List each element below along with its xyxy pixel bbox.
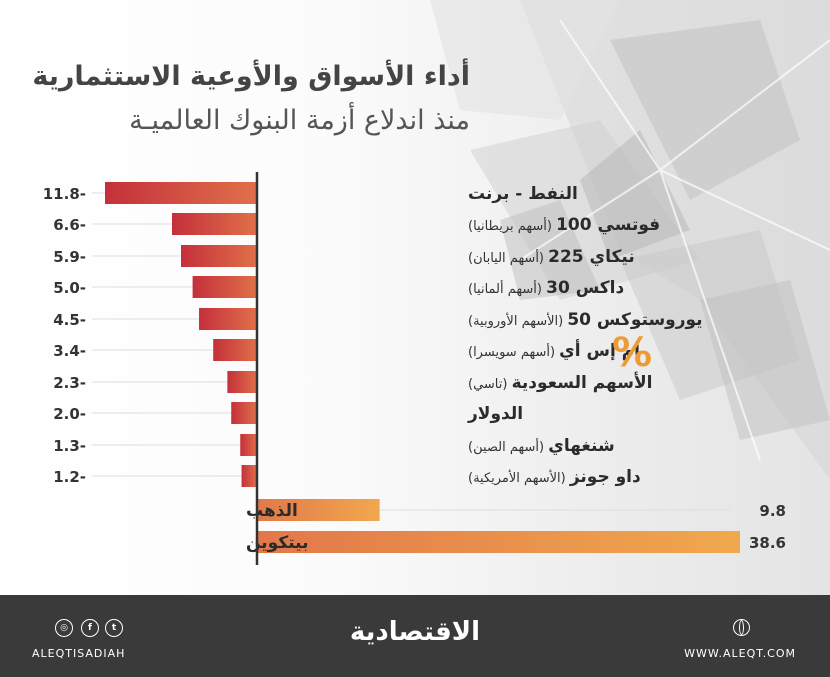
bar <box>257 531 740 553</box>
bar <box>105 182 257 204</box>
bar <box>172 213 257 235</box>
category-label: نيكاي 225 (أسهم اليابان) <box>468 247 635 267</box>
category-label: داكس 30 (أسهم ألمانيا) <box>468 278 624 298</box>
value-label: 4.5- <box>53 311 86 329</box>
category-label: الذهب <box>246 501 298 521</box>
value-label: 11.8- <box>43 185 86 203</box>
value-label: 1.2- <box>53 468 86 486</box>
value-label: 38.6 <box>749 534 786 552</box>
value-label: 5.9- <box>53 248 86 266</box>
bar <box>193 276 257 298</box>
percent-symbol: % <box>612 330 652 376</box>
category-label: الدولار <box>467 404 523 424</box>
bar <box>199 308 257 330</box>
bar-chart: 11.8- النفط - برنت 6.6- فوتسي 100 (أسهم بري… <box>0 0 830 595</box>
value-label: 1.3- <box>53 437 86 455</box>
category-label: بيتكوين <box>246 533 309 553</box>
value-label: 9.8 <box>759 502 786 520</box>
category-label: داو جونز (الأسهم الأمريكية) <box>468 467 641 487</box>
value-label: 2.0- <box>53 405 86 423</box>
category-label: فوتسي 100 (أسهم بريطانيا) <box>468 215 660 235</box>
globe-icon <box>733 619 750 636</box>
footer: ◎ f t ALEQTISADIAH الاقتصادية WWW.ALEQT.… <box>0 595 830 677</box>
value-label: 6.6- <box>53 216 86 234</box>
value-label: 2.3- <box>53 374 86 392</box>
category-label: النفط - برنت <box>468 184 578 204</box>
bar <box>181 245 257 267</box>
brand-logo: الاقتصادية <box>0 617 830 647</box>
social-handle[interactable]: ALEQTISADIAH <box>32 647 125 660</box>
value-label: 3.4- <box>53 342 86 360</box>
bar <box>227 371 257 393</box>
value-label: 5.0- <box>53 279 86 297</box>
bar <box>231 402 257 424</box>
category-label: شنغهاي (أسهم الصين) <box>468 436 615 456</box>
category-label: يوروستوكس 50 (الأسهم الأوروبية) <box>468 310 703 330</box>
bar <box>242 465 257 487</box>
bar <box>240 434 257 456</box>
bar <box>213 339 257 361</box>
website-link[interactable]: WWW.ALEQT.COM <box>684 647 796 660</box>
